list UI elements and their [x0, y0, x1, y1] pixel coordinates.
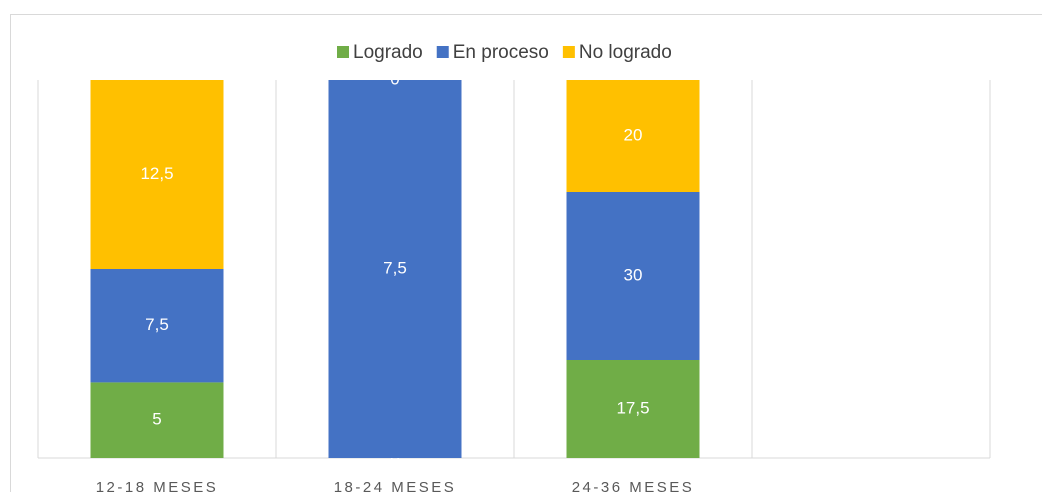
bar-segment: [328, 80, 462, 458]
x-tick-label: 18-24 MESES: [334, 479, 457, 492]
bar-segment: [566, 80, 700, 192]
bar-segment: [90, 80, 224, 269]
legend-swatch: [337, 46, 349, 58]
x-tick-label: 12-18 MESES: [96, 479, 219, 492]
legend: Logrado En proceso No logrado: [337, 42, 672, 63]
bar-segment: [566, 360, 700, 458]
bar-segment: [90, 382, 224, 458]
data-label: 12,5: [140, 164, 173, 183]
legend-swatch: [436, 46, 449, 58]
legend-swatch: [562, 46, 575, 58]
bar-segment: [90, 269, 224, 383]
data-label: 0: [390, 69, 399, 88]
legend-label: No logrado: [579, 42, 672, 63]
data-label: 17,5: [616, 398, 649, 417]
legend-label: En proceso: [453, 42, 549, 63]
data-label: 5: [152, 410, 161, 429]
x-tick-label: 24-36 MESES: [572, 479, 695, 492]
bar-segment: [566, 192, 700, 360]
legend-label: Logrado: [353, 42, 423, 63]
data-label: 7,5: [383, 258, 407, 277]
data-label: 20: [624, 125, 643, 144]
data-label: 7,5: [145, 315, 169, 334]
data-label: 30: [624, 265, 643, 284]
